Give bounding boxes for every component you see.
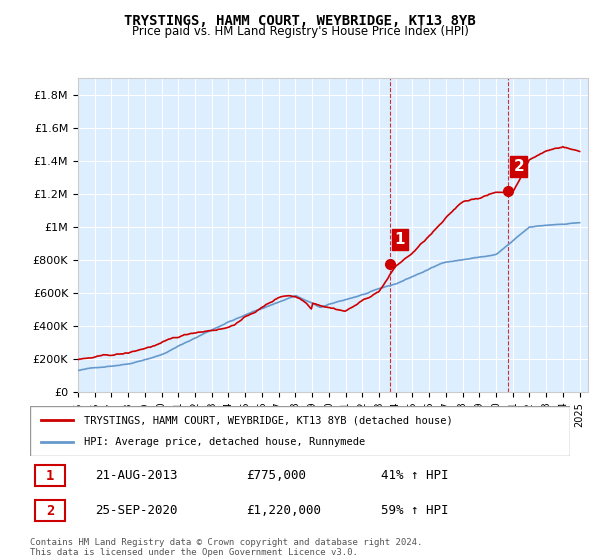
Text: TRYSTINGS, HAMM COURT, WEYBRIDGE, KT13 8YB (detached house): TRYSTINGS, HAMM COURT, WEYBRIDGE, KT13 8… xyxy=(84,415,453,425)
Text: 2: 2 xyxy=(46,503,54,517)
Text: Contains HM Land Registry data © Crown copyright and database right 2024.
This d: Contains HM Land Registry data © Crown c… xyxy=(30,538,422,557)
FancyBboxPatch shape xyxy=(35,465,65,487)
Text: 1: 1 xyxy=(395,232,405,248)
Text: TRYSTINGS, HAMM COURT, WEYBRIDGE, KT13 8YB: TRYSTINGS, HAMM COURT, WEYBRIDGE, KT13 8… xyxy=(124,14,476,28)
Text: £1,220,000: £1,220,000 xyxy=(246,504,321,517)
Text: 25-SEP-2020: 25-SEP-2020 xyxy=(95,504,178,517)
Text: HPI: Average price, detached house, Runnymede: HPI: Average price, detached house, Runn… xyxy=(84,437,365,447)
FancyBboxPatch shape xyxy=(30,406,570,456)
Text: 2: 2 xyxy=(514,159,524,174)
Text: Price paid vs. HM Land Registry's House Price Index (HPI): Price paid vs. HM Land Registry's House … xyxy=(131,25,469,38)
Text: 59% ↑ HPI: 59% ↑ HPI xyxy=(381,504,449,517)
Text: 21-AUG-2013: 21-AUG-2013 xyxy=(95,469,178,482)
FancyBboxPatch shape xyxy=(35,500,65,521)
Text: 41% ↑ HPI: 41% ↑ HPI xyxy=(381,469,449,482)
Text: 1: 1 xyxy=(46,469,54,483)
Text: £775,000: £775,000 xyxy=(246,469,306,482)
